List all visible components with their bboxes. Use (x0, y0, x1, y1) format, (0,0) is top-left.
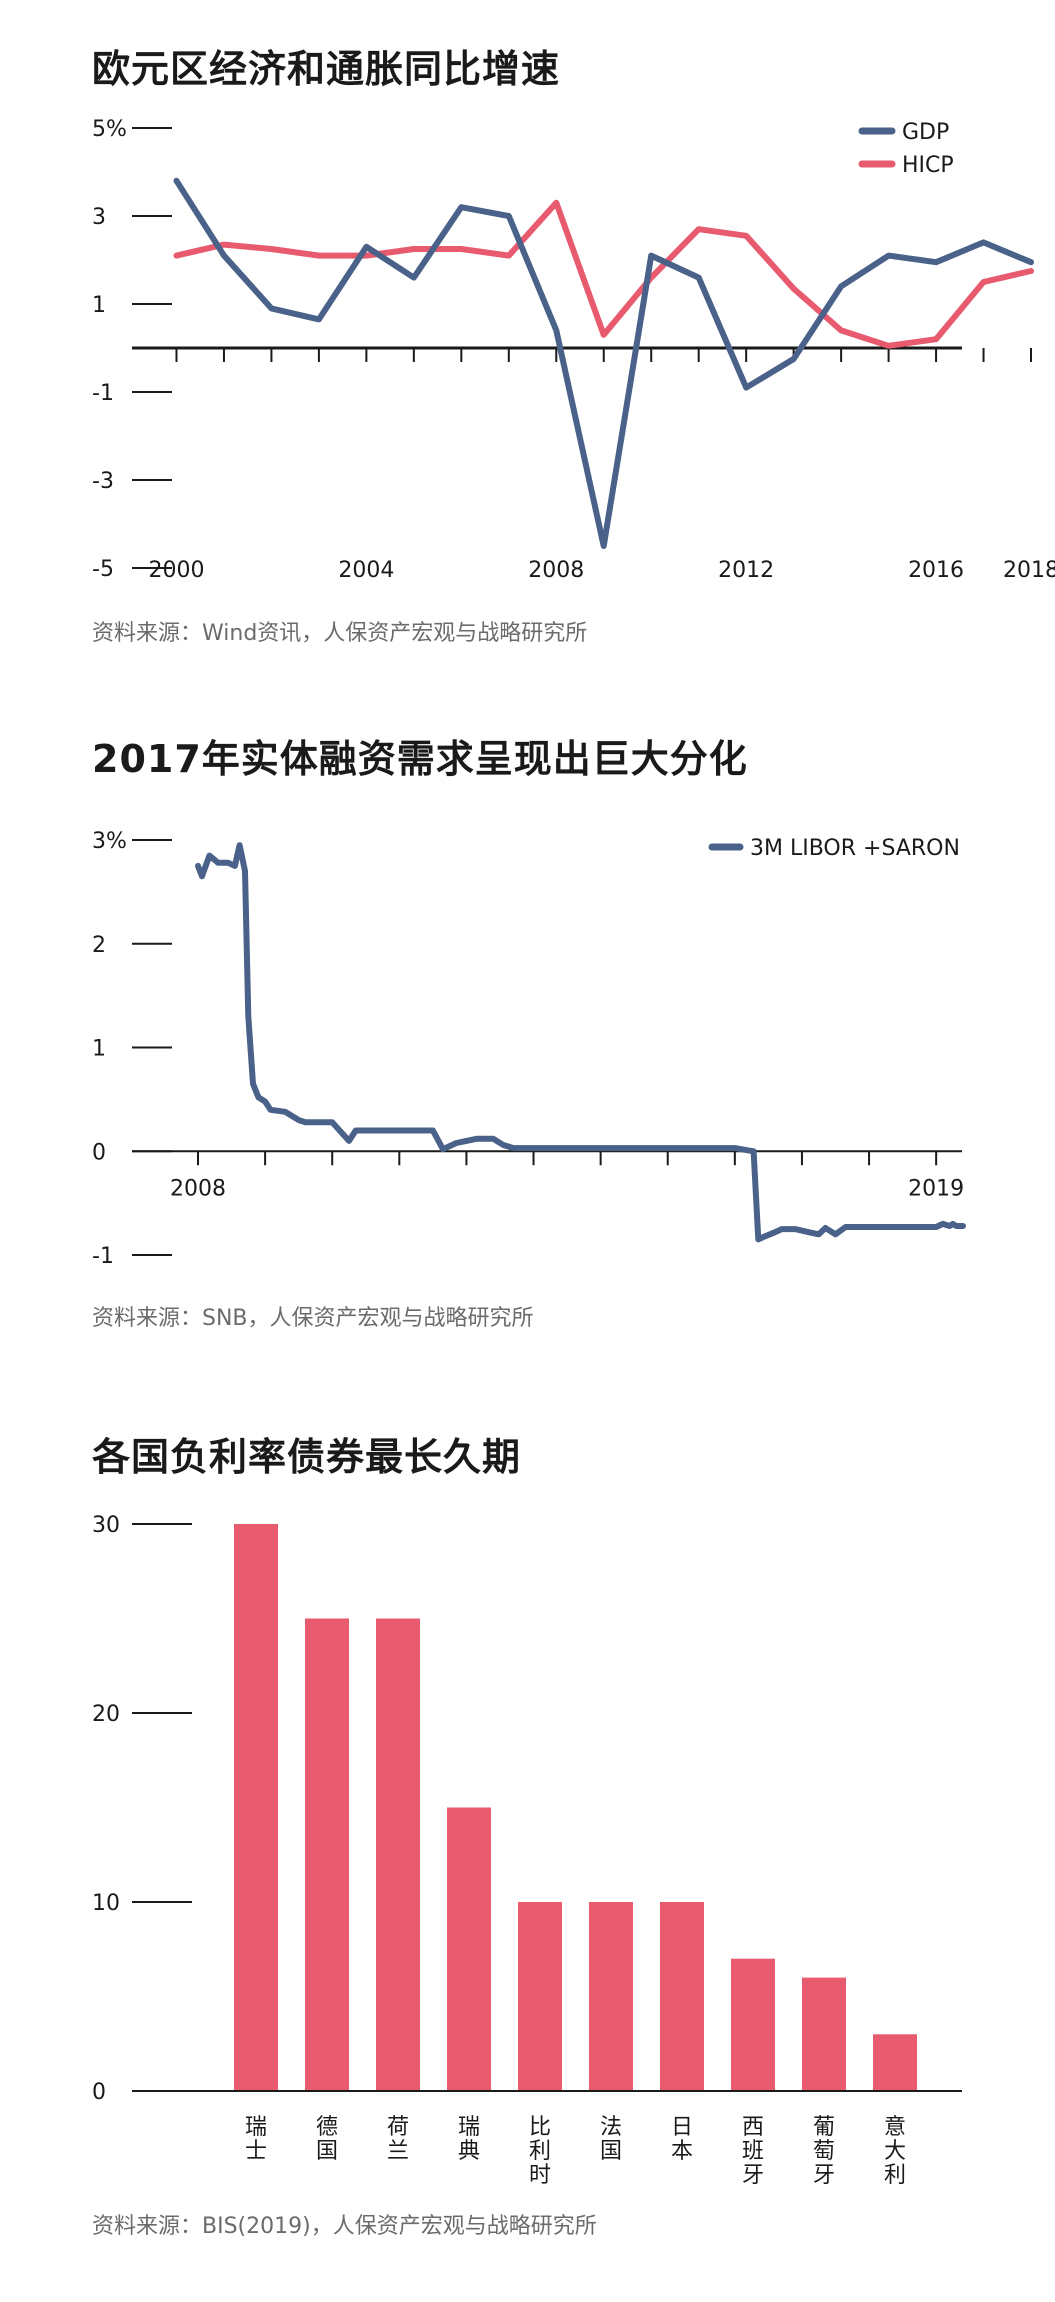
category-label: 葡萄牙 (813, 2115, 835, 2188)
y-tick-label: 20 (92, 1702, 120, 1727)
bar-9 (802, 1977, 846, 2091)
chart3-source: 资料来源：BIS(2019)，人保资产宏观与战略研究所 (92, 2214, 597, 2239)
category-label: 日本 (671, 2115, 693, 2164)
y-tick-label: 1 (92, 293, 106, 318)
chart1-title: 欧元区经济和通胀同比增速 (92, 47, 561, 91)
y-tick-label: -5 (92, 557, 114, 582)
category-label: 意大利 (884, 2115, 906, 2188)
legend-label-gdp: GDP (902, 120, 949, 145)
chart2-title: 2017年实体融资需求呈现出巨大分化 (92, 737, 748, 781)
bar-8 (731, 1958, 775, 2091)
category-label: 法国 (600, 2115, 622, 2164)
chart2-source: 资料来源：SNB，人保资产宏观与战略研究所 (92, 1306, 534, 1331)
x-tick-label: 2012 (718, 558, 774, 583)
y-tick-label: 3% (92, 829, 127, 854)
chart1-plot: 5% 3 1 -1 -3 -5 2000 2004 2008 2012 2016 2018 GDP HIC… (92, 117, 1055, 583)
category-label: 瑞典 (458, 2115, 480, 2164)
series-line-hicp (173, 199, 1034, 349)
y-tick-label: 0 (92, 2080, 106, 2105)
bar-3 (376, 1618, 420, 2091)
bar-7 (660, 1902, 704, 2091)
series-line-libor-saron (195, 842, 966, 1243)
x-tick-label: 2008 (528, 558, 584, 583)
series-line-gdp (173, 177, 1034, 549)
x-tick-label: 2000 (148, 558, 204, 583)
x-tick-label: 2008 (170, 1176, 226, 1201)
bar-10 (873, 2034, 917, 2091)
y-tick-label: 30 (92, 1513, 120, 1538)
category-label: 瑞士 (245, 2115, 267, 2164)
y-tick-label: 5% (92, 117, 127, 142)
x-tick-label: 2018 (1003, 558, 1055, 583)
bar-1 (234, 1524, 278, 2091)
chart1-source: 资料来源：Wind资讯，人保资产宏观与战略研究所 (92, 621, 588, 646)
chart2-plot: 3% 2 1 0 -1 2008 2019 3M LIBOR +SARON (92, 829, 966, 1269)
legend-label-libor-saron: 3M LIBOR +SARON (750, 836, 960, 861)
category-label: 荷兰 (387, 2115, 409, 2164)
y-tick-label: 3 (92, 205, 106, 230)
y-tick-label: -1 (92, 1244, 114, 1269)
legend-label-hicp: HICP (902, 153, 954, 178)
y-tick-label: 0 (92, 1140, 106, 1165)
x-tick-label: 2019 (908, 1176, 964, 1201)
category-label: 比利时 (529, 2115, 551, 2188)
bar-2 (305, 1618, 349, 2091)
y-tick-label: 1 (92, 1037, 106, 1062)
category-label: 德国 (316, 2115, 338, 2164)
y-tick-label: 10 (92, 1891, 120, 1916)
y-tick-label: -3 (92, 469, 114, 494)
bar-4 (447, 1807, 491, 2091)
bar-5 (518, 1902, 562, 2091)
y-tick-label: -1 (92, 381, 114, 406)
bar-6 (589, 1902, 633, 2091)
x-tick-label: 2004 (338, 558, 394, 583)
y-tick-label: 2 (92, 933, 106, 958)
x-tick-label: 2016 (908, 558, 964, 583)
chart3-title: 各国负利率债券最长久期 (92, 1435, 522, 1479)
category-label: 西班牙 (742, 2115, 764, 2188)
